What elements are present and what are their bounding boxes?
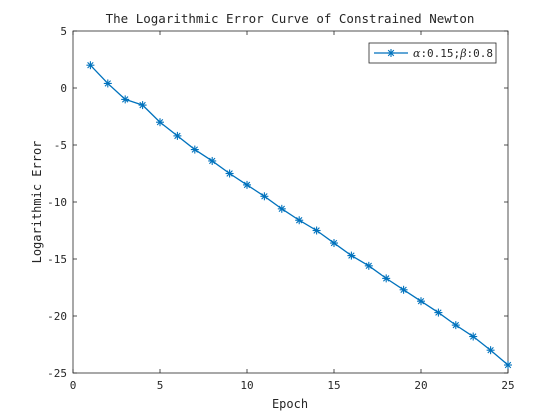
y-tick-label: -5 — [54, 139, 67, 152]
y-tick-label: -25 — [47, 367, 67, 380]
y-tick-label: 5 — [60, 25, 67, 38]
legend-beta-value: :0.8 — [467, 47, 494, 60]
data-point — [330, 239, 338, 248]
data-point — [417, 297, 425, 306]
legend-label: α:0.15;β:0.8 — [413, 47, 493, 60]
data-point — [312, 226, 321, 235]
data-point — [86, 61, 95, 70]
legend: α:0.15;β:0.8 — [368, 42, 497, 64]
data-point — [504, 361, 512, 370]
data-point — [208, 156, 217, 165]
x-tick-label: 5 — [157, 379, 164, 392]
data-point — [469, 332, 478, 341]
y-tick-label: -15 — [47, 253, 67, 266]
legend-alpha: α — [413, 47, 421, 60]
data-point — [173, 131, 182, 140]
data-point — [295, 216, 304, 225]
data-point — [347, 251, 356, 260]
x-tick-label: 15 — [327, 379, 340, 392]
data-point — [190, 145, 199, 154]
data-point — [243, 180, 251, 189]
legend-marker-asterisk — [387, 49, 395, 57]
data-point — [451, 321, 460, 330]
data-point — [434, 308, 443, 317]
data-point — [260, 192, 269, 201]
data-point — [156, 118, 164, 127]
data-point — [103, 79, 112, 88]
legend-alpha-value: :0.15; — [420, 47, 460, 60]
legend-beta: β — [459, 47, 466, 60]
y-tick-label: -20 — [47, 310, 67, 323]
x-tick-label: 20 — [414, 379, 427, 392]
data-point — [364, 261, 373, 270]
y-axis-label: Logarithmic Error — [30, 141, 44, 264]
legend-box — [368, 42, 497, 64]
data-point — [399, 285, 408, 294]
plot-area — [72, 30, 509, 374]
data-point — [382, 274, 391, 283]
y-axis: 5 0 -5 -10 -15 -20 -25 — [47, 25, 508, 380]
x-axis: 0 5 10 15 20 25 — [70, 31, 515, 392]
y-tick-label: -10 — [47, 196, 67, 209]
x-axis-label: Epoch — [272, 397, 308, 411]
y-tick-label: 0 — [60, 82, 67, 95]
x-tick-label: 25 — [501, 379, 514, 392]
data-point — [277, 204, 286, 213]
legend-marker — [387, 49, 395, 57]
data-point — [225, 169, 234, 178]
x-tick-label: 10 — [240, 379, 253, 392]
x-tick-label: 0 — [70, 379, 77, 392]
series-layer — [86, 61, 512, 370]
data-point — [121, 95, 130, 104]
chart-title: The Logarithmic Error Curve of Constrain… — [106, 11, 475, 26]
data-point — [138, 101, 147, 110]
data-point — [486, 346, 495, 355]
